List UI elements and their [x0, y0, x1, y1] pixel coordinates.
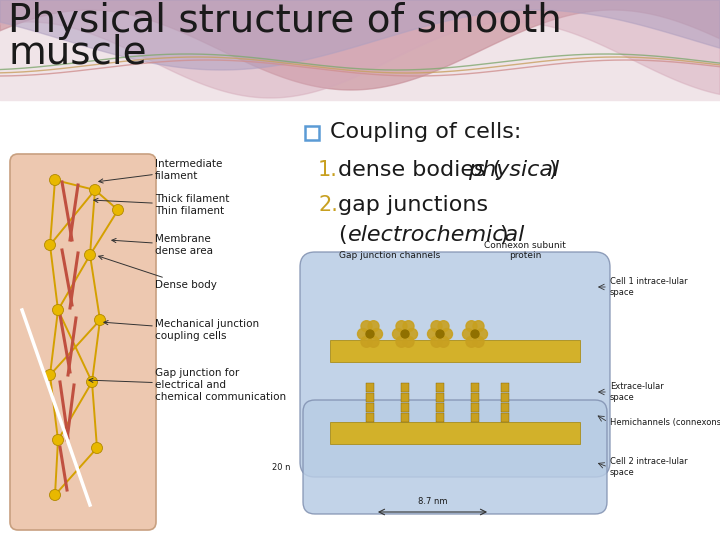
Circle shape — [462, 328, 474, 340]
Bar — [366, 393, 374, 402]
Text: Physical structure of smooth: Physical structure of smooth — [8, 2, 562, 40]
Circle shape — [94, 314, 106, 326]
Circle shape — [477, 328, 487, 340]
Text: 8.7 nm: 8.7 nm — [418, 497, 448, 506]
Circle shape — [473, 336, 484, 347]
Circle shape — [89, 185, 101, 195]
Text: (: ( — [338, 225, 346, 245]
Text: Mechanical junction
coupling cells: Mechanical junction coupling cells — [104, 319, 259, 341]
Circle shape — [361, 321, 372, 332]
Bar — [471, 383, 479, 392]
FancyBboxPatch shape — [303, 400, 607, 514]
Circle shape — [91, 442, 102, 454]
Bar — [366, 403, 374, 412]
Text: Gap junction channels: Gap junction channels — [339, 251, 441, 260]
Circle shape — [368, 336, 379, 347]
Text: physical: physical — [468, 160, 559, 180]
Circle shape — [361, 336, 372, 347]
Circle shape — [86, 376, 97, 388]
Circle shape — [438, 321, 449, 332]
Bar — [401, 403, 409, 412]
Text: Cell 1 intrace-lular
space: Cell 1 intrace-lular space — [610, 278, 688, 296]
Bar — [401, 413, 409, 422]
Text: Extrace-lular
space: Extrace-lular space — [610, 382, 664, 402]
Circle shape — [396, 336, 407, 347]
Bar — [366, 413, 374, 422]
FancyBboxPatch shape — [300, 252, 610, 477]
Circle shape — [50, 174, 60, 186]
Bar — [330, 340, 580, 362]
Bar — [305, 126, 319, 140]
Bar — [471, 413, 479, 422]
Circle shape — [407, 328, 418, 340]
Text: ): ) — [499, 225, 508, 245]
Circle shape — [45, 369, 55, 381]
Circle shape — [396, 321, 407, 332]
Text: dense bodies (: dense bodies ( — [338, 160, 501, 180]
Bar — [501, 403, 509, 412]
Text: electrochemical: electrochemical — [348, 225, 526, 245]
Circle shape — [436, 330, 444, 338]
Circle shape — [466, 321, 477, 332]
Text: muscle: muscle — [8, 34, 147, 72]
Circle shape — [84, 249, 96, 260]
Circle shape — [438, 336, 449, 347]
Bar — [436, 393, 444, 402]
Bar — [501, 413, 509, 422]
Circle shape — [403, 336, 414, 347]
Bar — [471, 393, 479, 402]
Bar — [366, 383, 374, 392]
Circle shape — [441, 328, 452, 340]
Circle shape — [392, 328, 403, 340]
Circle shape — [368, 321, 379, 332]
Bar — [501, 383, 509, 392]
Circle shape — [428, 328, 438, 340]
Text: Connexon subunit
protein: Connexon subunit protein — [484, 241, 566, 260]
Circle shape — [372, 328, 382, 340]
Text: 1.: 1. — [318, 160, 338, 180]
Circle shape — [403, 321, 414, 332]
Circle shape — [53, 305, 63, 315]
Text: Hemichannels (connexons): Hemichannels (connexons) — [610, 417, 720, 427]
Bar — [436, 403, 444, 412]
Text: Dense body: Dense body — [99, 255, 217, 290]
Text: Membrane
dense area: Membrane dense area — [112, 234, 213, 256]
Text: Intermediate
filament: Intermediate filament — [99, 159, 222, 183]
Circle shape — [53, 435, 63, 446]
Text: Cell 2 intrace-lular
space: Cell 2 intrace-lular space — [610, 457, 688, 477]
Bar — [471, 403, 479, 412]
Circle shape — [431, 321, 442, 332]
Text: Coupling of cells:: Coupling of cells: — [330, 122, 521, 142]
FancyBboxPatch shape — [10, 154, 156, 530]
Circle shape — [401, 330, 409, 338]
Circle shape — [466, 336, 477, 347]
Circle shape — [431, 336, 442, 347]
Bar — [401, 383, 409, 392]
Bar — [501, 393, 509, 402]
Bar — [436, 413, 444, 422]
Circle shape — [45, 240, 55, 251]
Circle shape — [366, 330, 374, 338]
Text: 2.: 2. — [318, 195, 338, 215]
Circle shape — [50, 489, 60, 501]
Bar — [330, 422, 580, 444]
Bar — [401, 393, 409, 402]
Circle shape — [358, 328, 369, 340]
Circle shape — [473, 321, 484, 332]
Text: gap junctions: gap junctions — [338, 195, 488, 215]
Text: Thick filament
Thin filament: Thick filament Thin filament — [94, 194, 230, 216]
Text: Gap junction for
electrical and
chemical communication: Gap junction for electrical and chemical… — [89, 368, 286, 402]
Text: 20 n: 20 n — [271, 462, 290, 471]
Circle shape — [112, 205, 124, 215]
Circle shape — [471, 330, 479, 338]
Text: ): ) — [548, 160, 557, 180]
Bar — [436, 383, 444, 392]
